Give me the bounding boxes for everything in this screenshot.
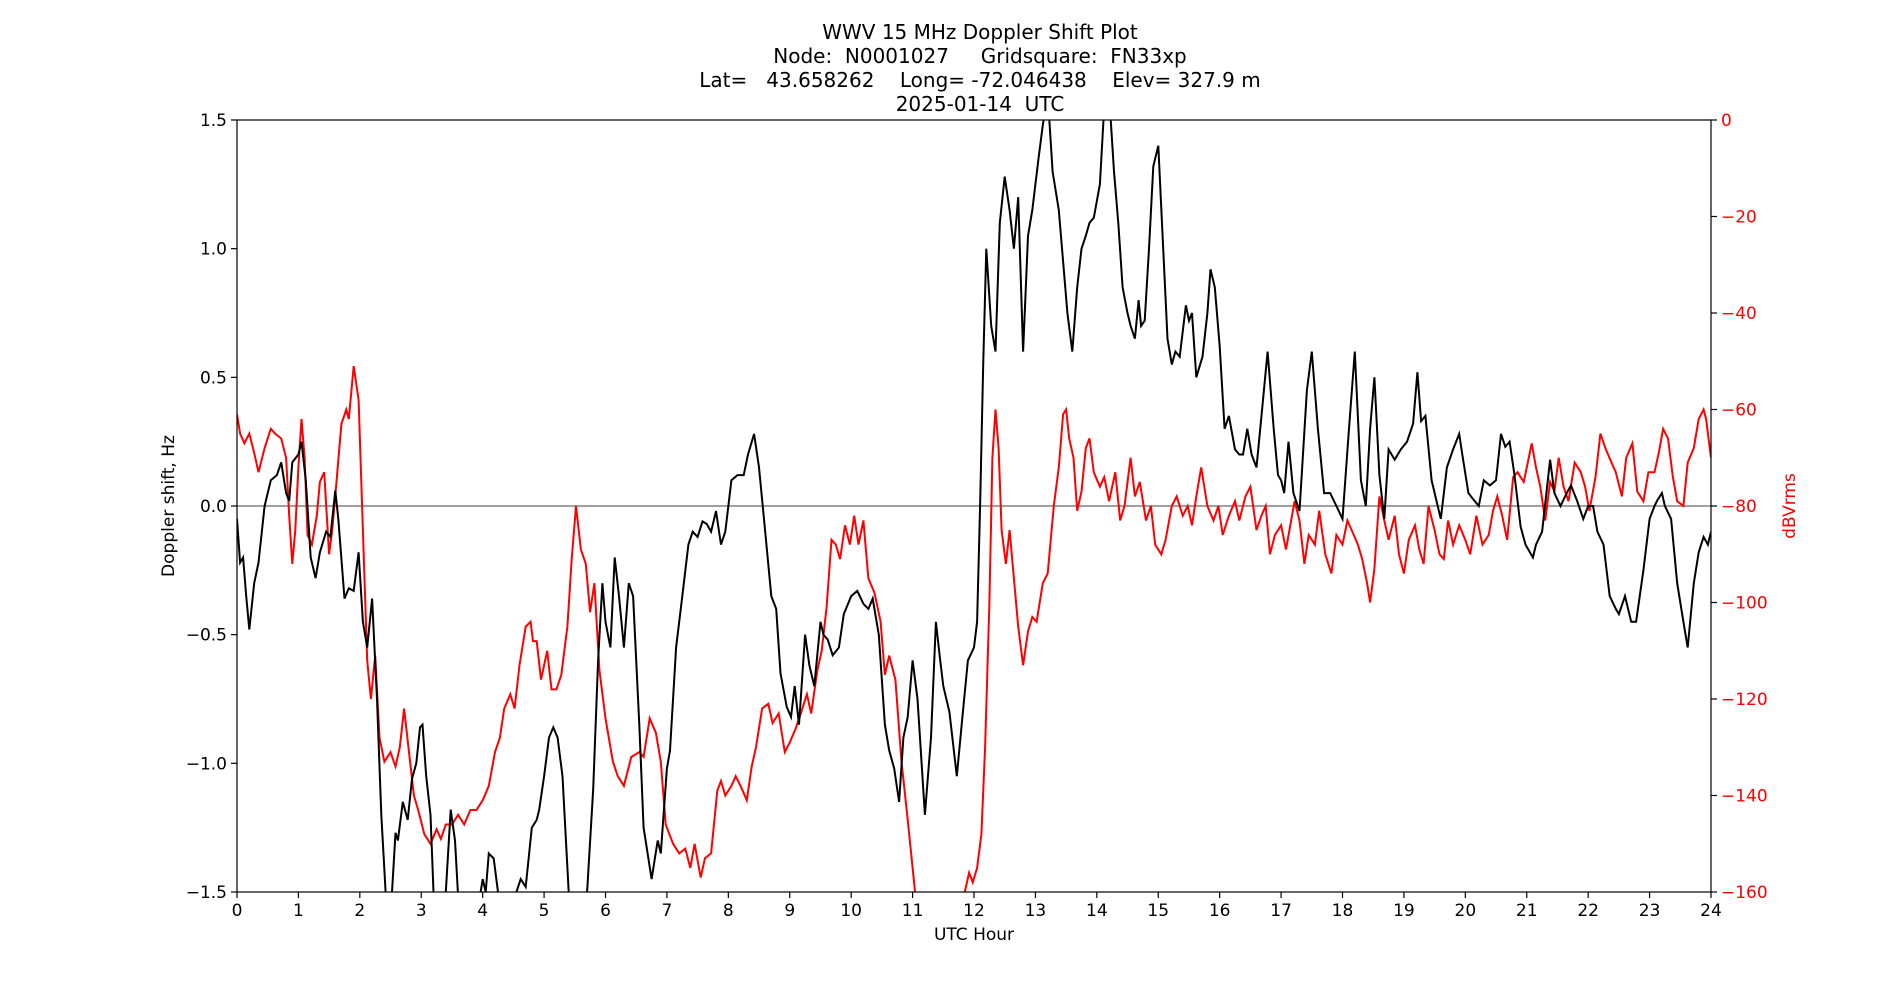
chart-title: WWV 15 MHz Doppler Shift Plot Node: N000…	[0, 20, 1900, 116]
x-tick-label: 22	[1577, 901, 1599, 921]
x-axis-label: UTC Hour	[934, 925, 1014, 945]
x-tick-label: 7	[662, 901, 673, 921]
x-tick-label: 10	[840, 901, 862, 921]
x-tick-label: 14	[1086, 901, 1108, 921]
x-tick-label: 19	[1393, 901, 1415, 921]
x-tick-label: 0	[232, 901, 243, 921]
power-line	[237, 365, 1711, 892]
y2-tick-label: −140	[1721, 787, 1768, 807]
x-tick-label: 13	[1025, 901, 1047, 921]
y-axis-left: 1.5 1.0 0.5 0.0 −0.5 −1.0 −1.5	[186, 111, 237, 903]
title-line-2: Node: N0001027 Gridsquare: FN33xp	[773, 44, 1187, 68]
title-line-4: 2025-01-14 UTC	[895, 92, 1065, 116]
x-tick-label: 20	[1455, 901, 1477, 921]
title-line-1: WWV 15 MHz Doppler Shift Plot	[822, 20, 1138, 44]
y-tick-label: 0.5	[200, 368, 227, 388]
x-tick-label: 21	[1516, 901, 1538, 921]
x-tick-label: 8	[723, 901, 734, 921]
title-line-3: Lat= 43.658262 Long= -72.046438 Elev= 32…	[699, 68, 1261, 92]
x-tick-label: 24	[1700, 901, 1722, 921]
x-tick-label: 1	[293, 901, 304, 921]
x-tick-label: 18	[1332, 901, 1354, 921]
y2-tick-label: −40	[1721, 304, 1757, 324]
x-tick-label: 15	[1147, 901, 1169, 921]
doppler-line	[237, 120, 1711, 892]
y-tick-label: −1.5	[186, 883, 227, 903]
x-tick-label: 9	[784, 901, 795, 921]
x-tick-label: 6	[600, 901, 611, 921]
x-tick-label: 12	[963, 901, 985, 921]
x-tick-label: 2	[354, 901, 365, 921]
y-axis-label: Doppler shift, Hz	[159, 435, 179, 577]
y2-tick-label: −20	[1721, 208, 1757, 228]
y-tick-label: 1.5	[200, 111, 227, 131]
y2-tick-label: −160	[1721, 883, 1768, 903]
x-tick-label: 3	[416, 901, 427, 921]
x-tick-label: 5	[539, 901, 550, 921]
x-axis: 0 1 2 3 4 5 6 7 8 9 10 11 12 13 14 15 16 17 18 19 20 21 22 23 24	[232, 892, 1722, 921]
x-tick-label: 23	[1639, 901, 1661, 921]
y-tick-label: −0.5	[186, 626, 227, 646]
x-tick-label: 16	[1209, 901, 1231, 921]
y2-tick-label: −120	[1721, 690, 1768, 710]
y-tick-label: 1.0	[200, 240, 227, 260]
y2-axis-label: dBVrms	[1780, 473, 1800, 539]
x-tick-label: 4	[477, 901, 488, 921]
y2-tick-label: −100	[1721, 594, 1768, 614]
y2-tick-label: −60	[1721, 401, 1757, 421]
x-tick-label: 17	[1270, 901, 1292, 921]
y-tick-label: 0.0	[200, 497, 227, 517]
y2-tick-label: −80	[1721, 497, 1757, 517]
x-tick-label: 11	[902, 901, 924, 921]
y-axis-right: 0 −20 −40 −60 −80 −100 −120 −140 −160	[1711, 111, 1768, 903]
y2-tick-label: 0	[1721, 111, 1732, 131]
y-tick-label: −1.0	[186, 754, 227, 774]
